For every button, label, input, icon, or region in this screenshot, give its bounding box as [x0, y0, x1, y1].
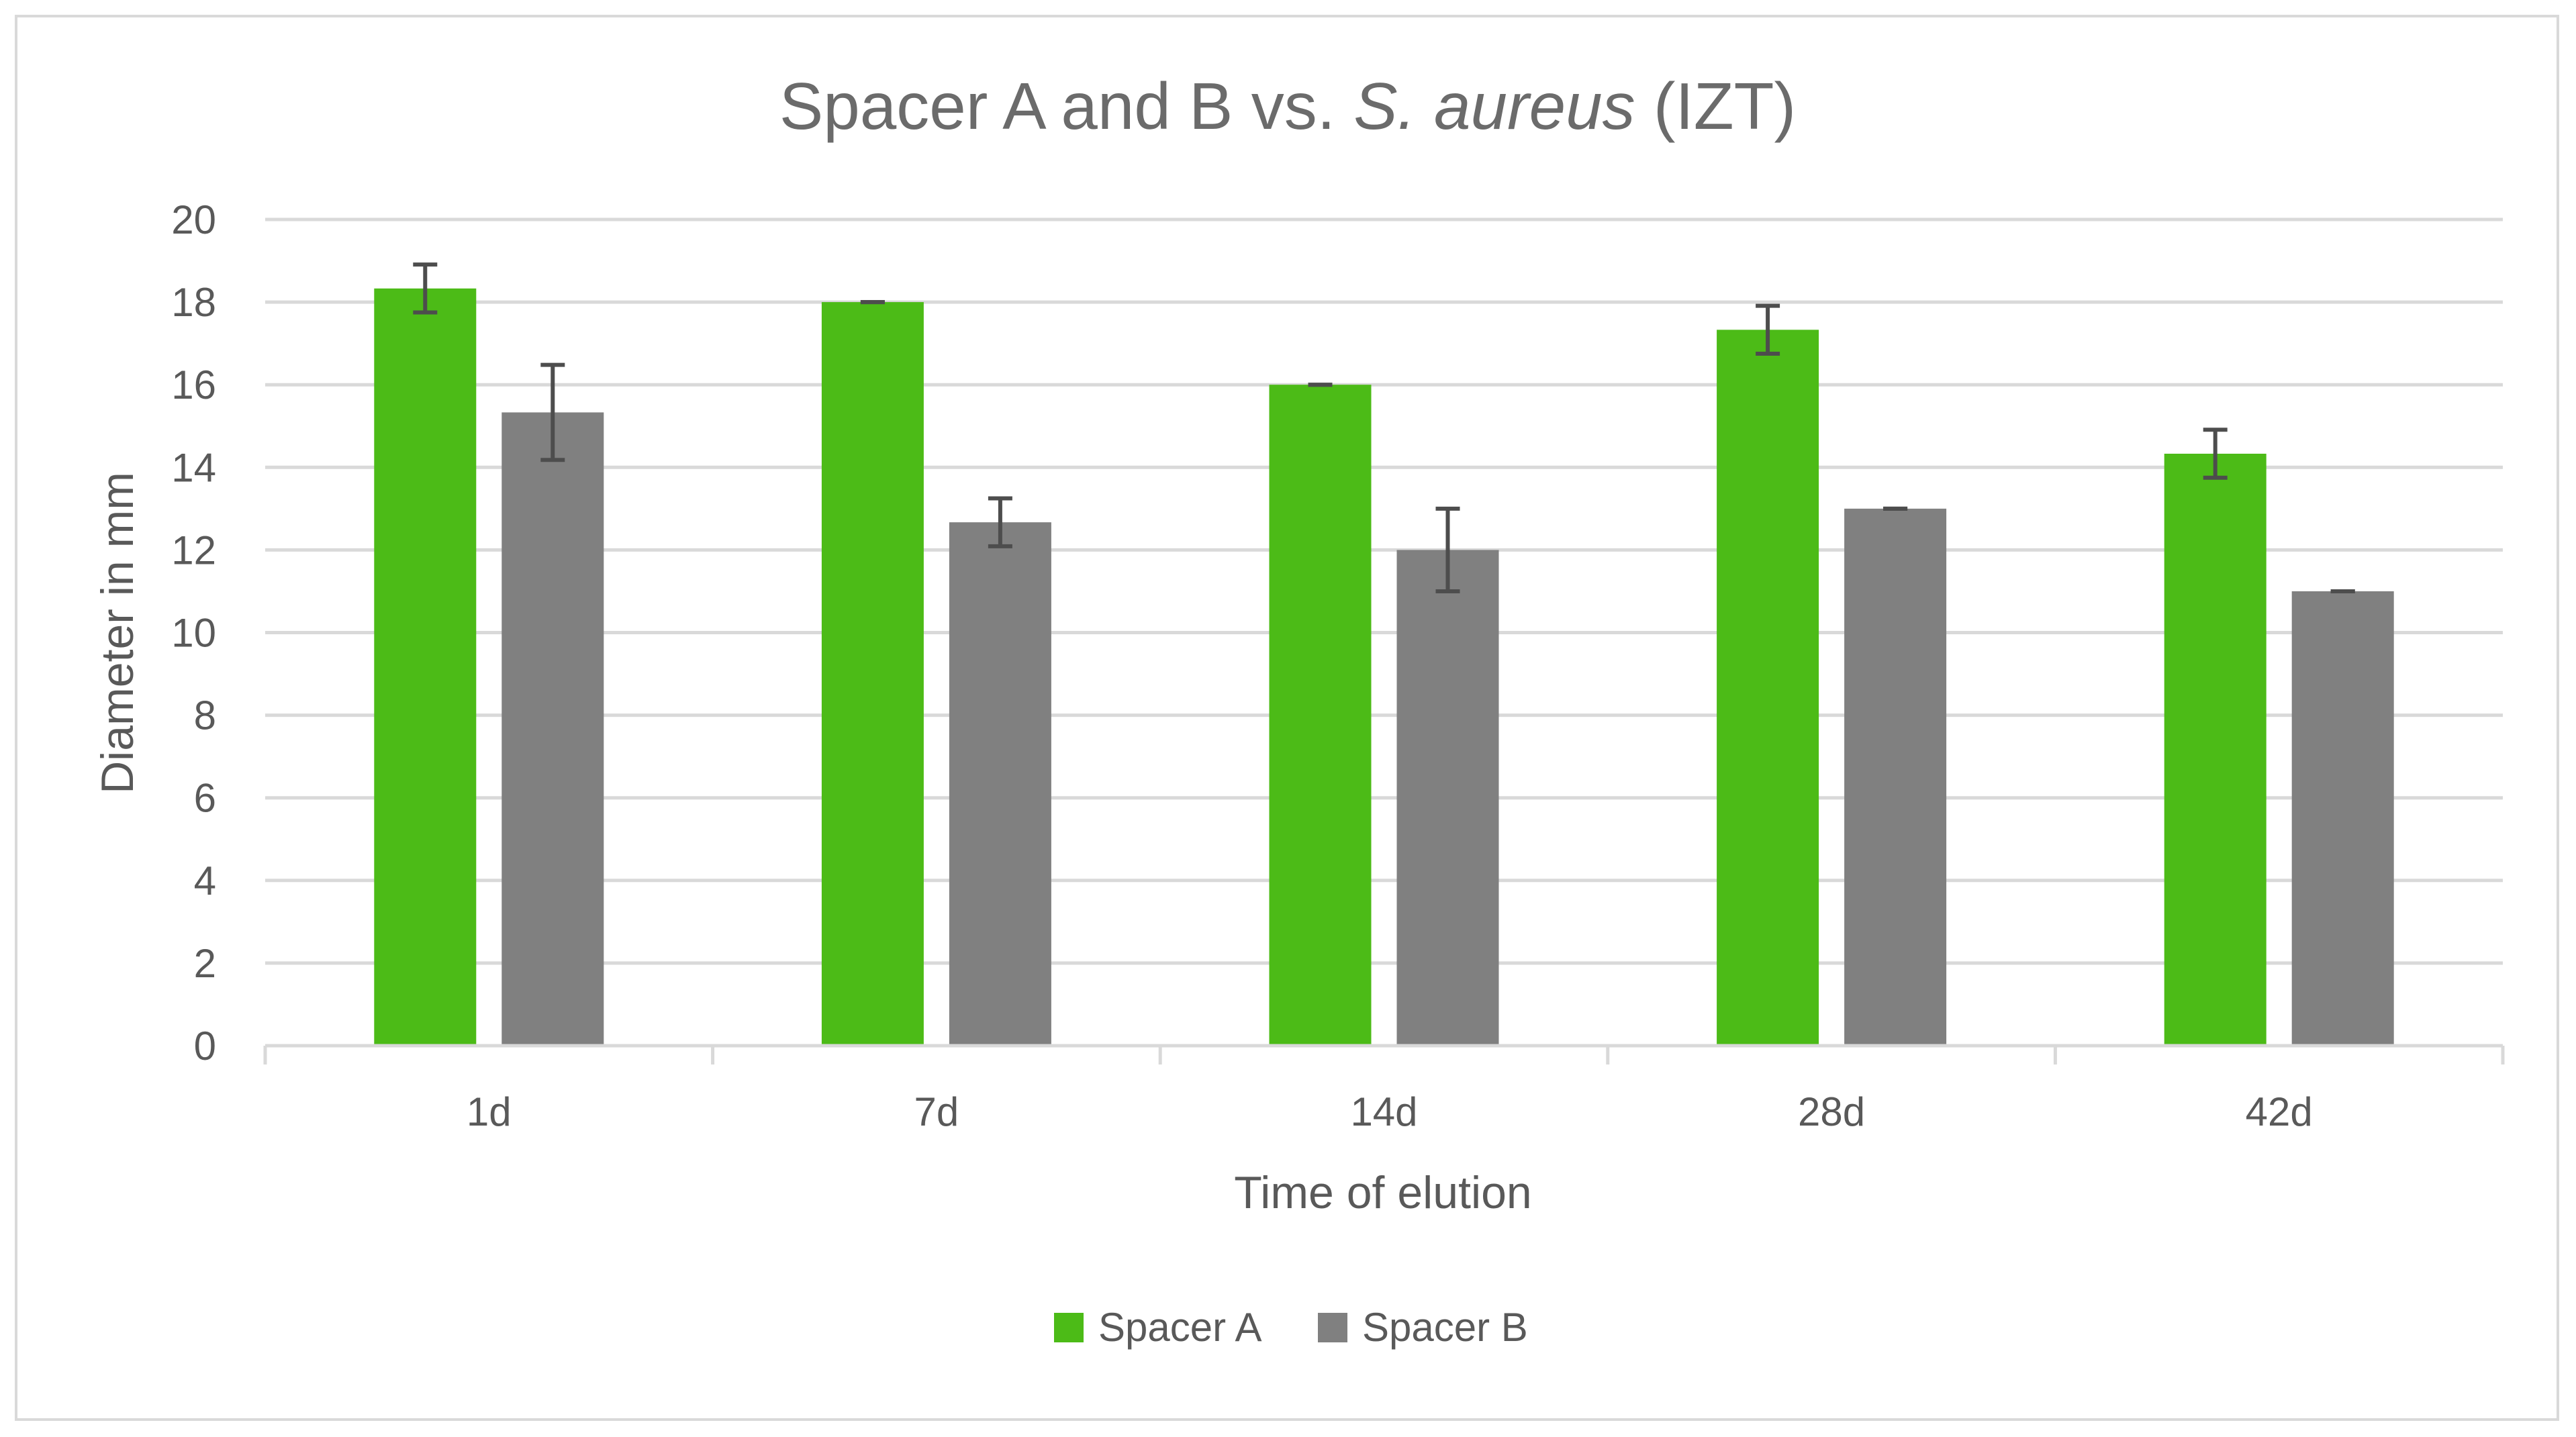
error-bar — [540, 362, 565, 462]
legend-item-spacer-a: Spacer A — [1054, 1305, 1262, 1350]
chart-title-prefix: Spacer A and B vs. — [779, 69, 1353, 143]
bar-spacer-a-42d — [2164, 453, 2267, 1046]
y-tick-label: 18 — [171, 280, 216, 325]
legend-label: Spacer B — [1362, 1305, 1528, 1350]
bar-spacer-b-7d — [949, 522, 1051, 1046]
x-tick-label: 28d — [1798, 1089, 1865, 1134]
y-tick-label: 2 — [194, 941, 216, 986]
legend-swatch — [1318, 1313, 1347, 1342]
error-bars — [413, 262, 2355, 593]
gridlines: 0 2 4 6 8 10 12 14 16 18 20 — [171, 197, 2503, 1069]
bar-spacer-b-42d — [2291, 591, 2394, 1046]
y-axis-title: Diameter in mm — [92, 472, 143, 794]
y-tick-label: 12 — [171, 528, 216, 573]
legend-label: Spacer A — [1098, 1305, 1262, 1350]
legend-swatch — [1054, 1313, 1084, 1342]
y-tick-label: 16 — [171, 362, 216, 407]
error-bar — [1435, 506, 1460, 593]
bar-spacer-b-1d — [502, 412, 604, 1046]
x-tick-label: 14d — [1350, 1089, 1417, 1134]
chart-title-italic: S. aureus — [1353, 69, 1635, 143]
y-tick-label: 8 — [194, 693, 216, 738]
x-tick-label: 1d — [467, 1089, 512, 1134]
chart-title: Spacer A and B vs. S. aureus (IZT) — [779, 69, 1796, 143]
y-tick-label: 4 — [194, 858, 216, 903]
x-tick-label: 7d — [914, 1089, 959, 1134]
bar-spacer-a-14d — [1269, 385, 1372, 1046]
y-tick-label: 6 — [194, 776, 216, 821]
x-tick-label: 42d — [2246, 1089, 2313, 1134]
bar-spacer-b-28d — [1844, 508, 1947, 1046]
y-tick-label: 14 — [171, 445, 216, 490]
error-bar — [988, 496, 1012, 548]
y-tick-label: 10 — [171, 611, 216, 656]
bars — [374, 288, 2394, 1046]
y-tick-label: 0 — [194, 1024, 216, 1069]
axes: 1d 7d 14d 28d 42d — [263, 1044, 2505, 1134]
error-bar — [2203, 428, 2228, 480]
bar-spacer-b-14d — [1396, 550, 1499, 1046]
legend-item-spacer-b: Spacer B — [1318, 1305, 1528, 1350]
error-bar — [1756, 303, 1780, 356]
legend: Spacer A Spacer B — [1054, 1305, 1528, 1350]
y-tick-label: 20 — [171, 197, 216, 242]
bar-spacer-a-7d — [821, 302, 924, 1046]
x-axis-title: Time of elution — [1234, 1167, 1531, 1218]
bar-spacer-a-28d — [1717, 330, 1819, 1046]
bar-spacer-a-1d — [374, 288, 477, 1046]
chart-title-suffix: (IZT) — [1635, 69, 1796, 143]
error-bar — [413, 262, 438, 315]
